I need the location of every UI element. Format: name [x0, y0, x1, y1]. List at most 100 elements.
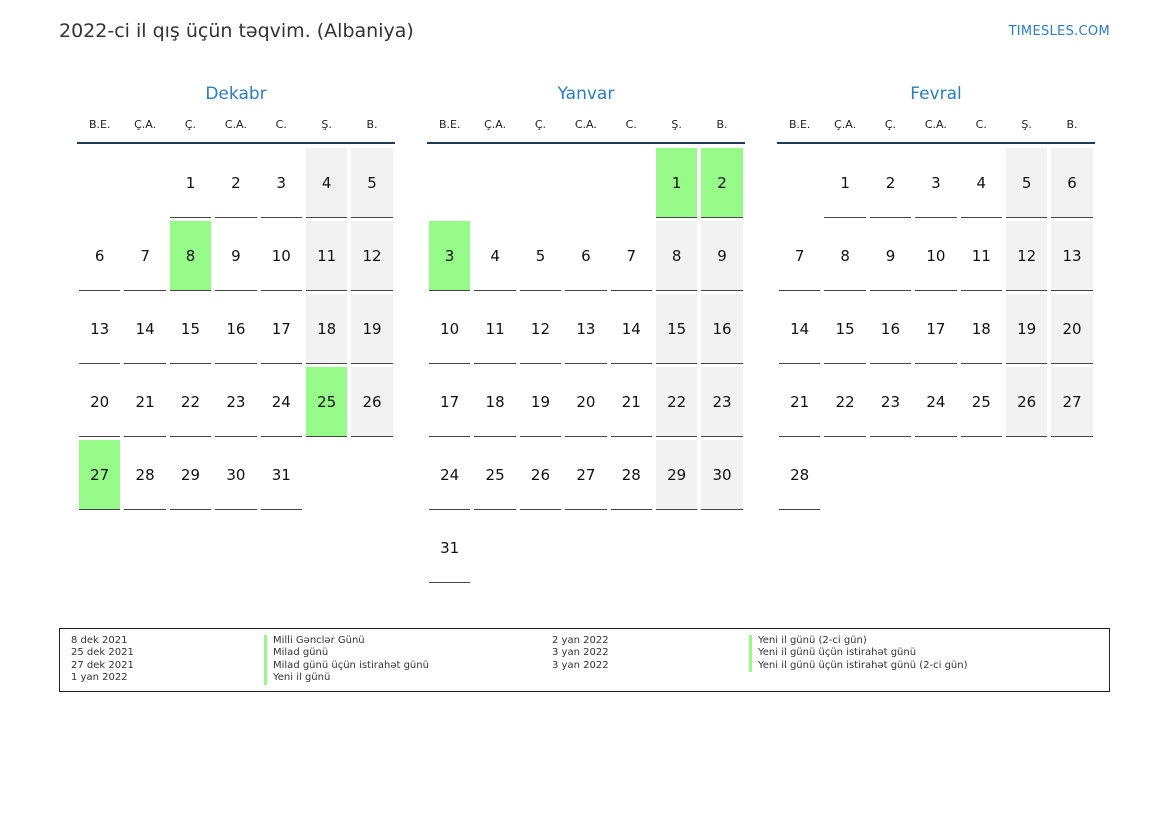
- day-cell[interactable]: 30: [701, 440, 743, 510]
- day-cell[interactable]: 22: [655, 367, 698, 437]
- site-link[interactable]: TIMESLES.COM: [1008, 24, 1110, 39]
- day-cell[interactable]: 6: [1051, 148, 1093, 218]
- day-cell[interactable]: 20: [79, 367, 121, 437]
- day-cell[interactable]: 24: [429, 440, 471, 510]
- day-cell[interactable]: 6: [79, 221, 121, 291]
- day-cell[interactable]: 2: [215, 148, 257, 218]
- day-cell[interactable]: 10: [429, 294, 471, 364]
- day-cell[interactable]: 7: [610, 221, 652, 291]
- day-cell[interactable]: 8: [655, 221, 698, 291]
- day-cell[interactable]: 29: [655, 440, 698, 510]
- day-cell[interactable]: 8: [169, 221, 212, 291]
- day-cell[interactable]: 27: [79, 440, 121, 510]
- day-cell[interactable]: 19: [1005, 294, 1048, 364]
- day-cell[interactable]: 10: [915, 221, 957, 291]
- weekday-label: B.E.: [88, 117, 111, 131]
- day-cell[interactable]: 18: [474, 367, 516, 437]
- day-cell[interactable]: 24: [260, 367, 302, 437]
- day-cell[interactable]: 19: [351, 294, 393, 364]
- day-cell[interactable]: 9: [701, 221, 743, 291]
- day-cell[interactable]: 9: [215, 221, 257, 291]
- day-cell[interactable]: 3: [915, 148, 957, 218]
- day-cell[interactable]: 21: [610, 367, 652, 437]
- month-dekabr: Dekabr B.E. Ç.A. Ç. C.A. C. Ş. B. 1 2 3 4 5 6 7 8 9 10 11 1…: [77, 82, 395, 513]
- empty-cell: [824, 440, 865, 509]
- day-cell[interactable]: 11: [960, 221, 1002, 291]
- day-cell[interactable]: 3: [429, 221, 471, 291]
- day-cell[interactable]: 7: [124, 221, 166, 291]
- day-cell[interactable]: 18: [960, 294, 1002, 364]
- holiday-date: 3 yan 2022: [552, 647, 609, 659]
- day-cell[interactable]: 26: [351, 367, 393, 437]
- day-cell[interactable]: 17: [429, 367, 471, 437]
- day-cell[interactable]: 1: [824, 148, 866, 218]
- day-cell[interactable]: 21: [779, 367, 821, 437]
- day-cell[interactable]: 22: [169, 367, 212, 437]
- day-cell[interactable]: 26: [1005, 367, 1048, 437]
- day-cell[interactable]: 13: [1051, 221, 1093, 291]
- day-cell[interactable]: 16: [701, 294, 743, 364]
- day-cell[interactable]: 12: [1005, 221, 1048, 291]
- holiday-name: Yeni il günü üçün istirahət günü: [758, 647, 917, 659]
- day-cell[interactable]: 25: [960, 367, 1002, 437]
- day-cell[interactable]: 16: [869, 294, 912, 364]
- day-cell[interactable]: 28: [124, 440, 166, 510]
- weekday-label: B.: [1066, 117, 1078, 131]
- day-cell[interactable]: 27: [565, 440, 607, 510]
- day-cell[interactable]: 14: [610, 294, 652, 364]
- day-cell[interactable]: 27: [1051, 367, 1093, 437]
- day-cell[interactable]: 10: [260, 221, 302, 291]
- day-cell[interactable]: 14: [124, 294, 166, 364]
- day-cell[interactable]: 8: [824, 221, 866, 291]
- week-row: 31: [427, 513, 745, 586]
- day-cell[interactable]: 15: [169, 294, 212, 364]
- day-cell[interactable]: 2: [701, 148, 743, 218]
- holiday-date: 25 dek 2021: [71, 647, 134, 659]
- day-cell[interactable]: 22: [824, 367, 866, 437]
- day-cell[interactable]: 16: [215, 294, 257, 364]
- day-cell[interactable]: 2: [869, 148, 912, 218]
- day-cell[interactable]: 1: [169, 148, 212, 218]
- day-cell[interactable]: 13: [79, 294, 121, 364]
- day-cell[interactable]: 24: [915, 367, 957, 437]
- day-cell[interactable]: 1: [655, 148, 698, 218]
- day-cell[interactable]: 21: [124, 367, 166, 437]
- day-cell[interactable]: 4: [305, 148, 348, 218]
- day-cell[interactable]: 11: [305, 221, 348, 291]
- day-cell[interactable]: 30: [215, 440, 257, 510]
- day-cell[interactable]: 25: [474, 440, 516, 510]
- day-cell[interactable]: 31: [260, 440, 302, 510]
- day-cell[interactable]: 28: [779, 440, 821, 510]
- day-cell[interactable]: 5: [1005, 148, 1048, 218]
- day-cell[interactable]: 23: [701, 367, 743, 437]
- day-cell[interactable]: 23: [869, 367, 912, 437]
- weekday-label: C.: [625, 117, 637, 131]
- day-cell[interactable]: 4: [960, 148, 1002, 218]
- day-cell[interactable]: 13: [565, 294, 607, 364]
- day-cell[interactable]: 12: [519, 294, 562, 364]
- day-cell[interactable]: 31: [429, 513, 471, 583]
- day-cell[interactable]: 28: [610, 440, 652, 510]
- day-cell[interactable]: 9: [869, 221, 912, 291]
- day-cell[interactable]: 19: [519, 367, 562, 437]
- day-cell[interactable]: 18: [305, 294, 348, 364]
- day-cell[interactable]: 20: [1051, 294, 1093, 364]
- day-cell[interactable]: 12: [351, 221, 393, 291]
- day-cell[interactable]: 29: [169, 440, 212, 510]
- day-cell[interactable]: 25: [305, 367, 348, 437]
- day-cell[interactable]: 20: [565, 367, 607, 437]
- day-cell[interactable]: 26: [519, 440, 562, 510]
- day-cell[interactable]: 17: [915, 294, 957, 364]
- day-cell[interactable]: 4: [474, 221, 516, 291]
- day-cell[interactable]: 7: [779, 221, 821, 291]
- day-cell[interactable]: 6: [565, 221, 607, 291]
- day-cell[interactable]: 11: [474, 294, 516, 364]
- day-cell[interactable]: 14: [779, 294, 821, 364]
- day-cell[interactable]: 3: [260, 148, 302, 218]
- day-cell[interactable]: 15: [655, 294, 698, 364]
- day-cell[interactable]: 5: [351, 148, 393, 218]
- day-cell[interactable]: 5: [519, 221, 562, 291]
- day-cell[interactable]: 17: [260, 294, 302, 364]
- day-cell[interactable]: 15: [824, 294, 866, 364]
- day-cell[interactable]: 23: [215, 367, 257, 437]
